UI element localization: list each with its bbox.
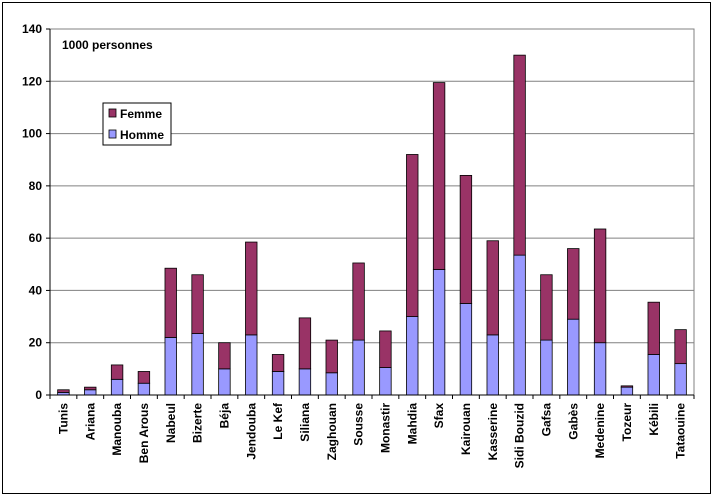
bars [57, 54, 687, 396]
x-axis [49, 394, 695, 399]
bar-femme-17 [513, 54, 526, 256]
bar-femme-13 [406, 154, 419, 317]
bar-homme-4 [164, 337, 177, 396]
y-tick-label-140: 140 [22, 22, 42, 36]
bar-homme-9 [298, 368, 312, 396]
x-tick-label-0: Tunis [56, 403, 70, 434]
x-tick-label-14: Sfax [432, 403, 446, 429]
bar-homme-22 [647, 354, 660, 396]
x-tick-label-8: Le Kef [271, 402, 285, 440]
x-tick-label-1: Ariana [83, 403, 97, 441]
x-tick-label-20: Medenine [593, 403, 607, 459]
y-tick-label-60: 60 [29, 231, 43, 245]
x-tick-label-21: Tozeur [620, 403, 634, 442]
bar-femme-7 [245, 241, 258, 336]
bar-homme-15 [459, 303, 473, 396]
bar-femme-8 [271, 354, 285, 372]
x-tick-label-13: Mahdia [405, 403, 419, 445]
bar-femme-2 [110, 364, 124, 380]
bar-homme-16 [486, 334, 499, 396]
bar-femme-1 [84, 386, 97, 391]
bar-femme-22 [647, 301, 660, 355]
bar-femme-11 [352, 262, 365, 341]
bar-femme-15 [459, 174, 473, 304]
bar-homme-23 [674, 363, 687, 396]
plot-area [49, 28, 695, 396]
y-tick-label-20: 20 [29, 336, 43, 350]
y-axis: 0 20 40 60 80 100 120 140 [22, 22, 51, 402]
bar-homme-1 [84, 389, 97, 396]
bar-homme-10 [325, 372, 338, 396]
legend-swatch-homme [108, 129, 117, 139]
bar-femme-4 [164, 267, 177, 338]
bar-homme-18 [540, 339, 553, 396]
bar-homme-12 [379, 367, 392, 396]
bar-homme-20 [593, 342, 607, 396]
x-tick-label-10: Zaghouan [325, 403, 339, 460]
bar-femme-18 [540, 274, 553, 341]
x-tick-labels: Tunis Ariana Manouba Ben Arous Nabeul Bizerte… [56, 402, 687, 468]
bar-femme-21 [620, 385, 634, 388]
bar-femme-9 [298, 317, 312, 370]
x-tick-label-19: Gabès [566, 403, 580, 440]
bar-femme-0 [57, 389, 70, 393]
x-tick-label-22: Kébili [647, 403, 661, 436]
y-tick-label-120: 120 [22, 74, 42, 88]
x-tick-label-5: Bizerte [191, 403, 205, 443]
x-tick-label-15: Kairouan [459, 403, 473, 455]
bar-homme-6 [218, 368, 231, 396]
bar-femme-23 [674, 329, 687, 365]
x-tick-label-23: Tataouine [674, 403, 688, 459]
bar-homme-13 [406, 316, 419, 396]
bar-homme-3 [137, 382, 151, 396]
bar-femme-20 [593, 228, 607, 344]
bar-femme-12 [379, 330, 392, 368]
bar-homme-19 [567, 318, 580, 396]
bar-homme-2 [110, 378, 124, 396]
bar-femme-6 [218, 342, 231, 370]
x-tick-label-6: Béja [217, 403, 231, 429]
bar-femme-5 [191, 274, 204, 334]
y-tick-label-80: 80 [29, 179, 43, 193]
bar-homme-8 [271, 371, 285, 396]
x-tick-label-17: Sidi Bouzid [513, 403, 527, 468]
bar-homme-7 [245, 334, 258, 396]
x-tick-label-12: Monastir [378, 403, 392, 453]
x-tick-label-11: Sousse [352, 403, 366, 446]
bar-homme-17 [513, 254, 526, 396]
bar-homme-21 [620, 386, 634, 396]
x-tick-label-7: Jendouba [244, 403, 258, 460]
x-tick-label-2: Manouba [110, 403, 124, 456]
y-tick-label-100: 100 [22, 127, 42, 141]
x-tick-label-4: Nabeul [164, 403, 178, 443]
legend-label-homme: Homme [120, 128, 164, 142]
bar-femme-19 [567, 248, 580, 320]
y-tick-label-0: 0 [35, 388, 42, 402]
x-tick-label-16: Kasserine [486, 403, 500, 461]
bar-femme-14 [432, 82, 446, 270]
legend-swatch-femme [108, 108, 117, 118]
legend: Femme Homme [102, 102, 172, 146]
bar-femme-3 [137, 371, 151, 384]
x-tick-label-18: Gafsa [539, 403, 553, 437]
unit-label: 1000 personnes [62, 38, 153, 52]
legend-label-femme: Femme [120, 107, 162, 121]
x-tick-label-9: Siliana [298, 403, 312, 442]
bar-homme-11 [352, 339, 365, 396]
x-tick-label-3: Ben Arous [137, 403, 151, 464]
bar-homme-5 [191, 333, 204, 396]
bar-homme-14 [432, 269, 446, 396]
y-tick-label-40: 40 [29, 283, 43, 297]
bar-femme-16 [486, 240, 499, 336]
bar-femme-10 [325, 339, 338, 374]
